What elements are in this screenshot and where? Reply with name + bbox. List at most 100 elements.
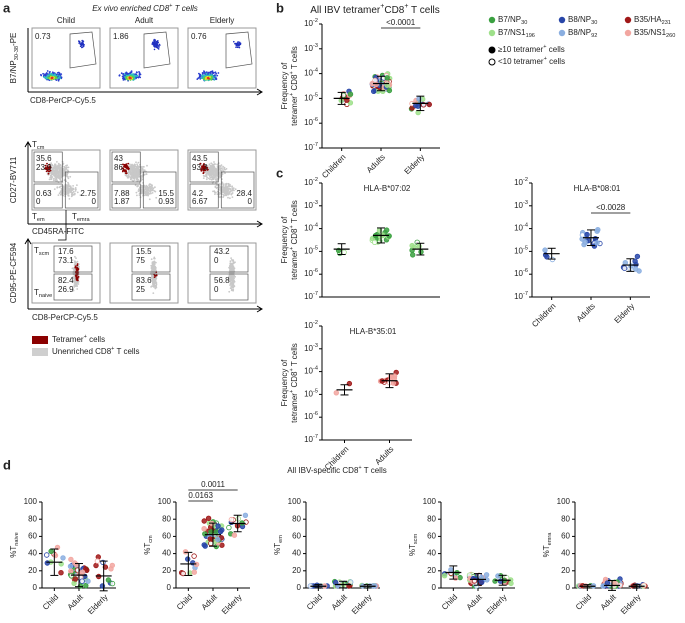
event-dot xyxy=(238,44,240,47)
plot-title: HLA-B*07:02 xyxy=(364,184,411,193)
gate-value: 73.1 xyxy=(58,256,74,265)
plot-title: HLA-B*08:01 xyxy=(574,184,621,193)
group-label: Child xyxy=(57,16,75,25)
event-dot xyxy=(81,39,83,42)
event-dot xyxy=(78,40,80,43)
gate-value: 35.6 xyxy=(36,154,52,163)
event-dot xyxy=(137,161,140,164)
event-dot xyxy=(54,171,57,174)
event-dot xyxy=(130,177,133,180)
group-label: Adult xyxy=(135,16,154,25)
event-dot xyxy=(227,182,230,185)
event-dot xyxy=(68,188,71,190)
event-dot xyxy=(62,189,64,192)
event-dot xyxy=(42,72,44,75)
x-tick-label: Elderly xyxy=(403,153,427,177)
sample-dot xyxy=(226,524,232,531)
axis-label: %Tcm xyxy=(143,535,154,555)
event-dot xyxy=(233,40,235,43)
event-dot xyxy=(227,196,229,199)
event-dot xyxy=(125,71,128,74)
gate-value: 0 xyxy=(214,256,219,265)
event-dot xyxy=(143,173,146,176)
text-part: T cells xyxy=(362,466,387,475)
sample-dot xyxy=(415,103,421,109)
sample-dot xyxy=(67,563,74,569)
event-dot xyxy=(148,186,151,188)
y-tick-label: 10-5 xyxy=(304,246,318,256)
event-dot xyxy=(76,288,79,290)
axis-label: CD27-BV711 xyxy=(9,156,18,203)
text-part: B35/HA xyxy=(634,15,662,24)
event-dot xyxy=(153,42,156,44)
event-dot xyxy=(63,186,66,189)
sample-dot xyxy=(48,548,54,554)
event-dot xyxy=(67,190,69,193)
y-tick-label: 10-6 xyxy=(514,269,528,279)
text-part: -2 xyxy=(313,320,318,326)
x-tick-label: Adults xyxy=(575,302,597,324)
text-part: B8/NP xyxy=(568,28,591,37)
sample-dot xyxy=(347,91,354,97)
y-tick-label: 80 xyxy=(162,514,171,523)
panel-letter: a xyxy=(3,0,11,15)
event-dot xyxy=(129,76,132,79)
sample-dot xyxy=(79,578,85,584)
event-dot xyxy=(211,164,214,167)
axis-label: %Tnaive xyxy=(9,532,20,557)
legend-dot xyxy=(558,29,566,37)
legend-dot xyxy=(624,29,632,37)
text-part: CD8 xyxy=(384,5,404,16)
event-dot xyxy=(149,183,152,186)
y-tick-label: 10-2 xyxy=(304,18,318,28)
panel-title: All IBV tetramer+CD8+ T cells xyxy=(310,3,440,15)
y-tick-label: 10-2 xyxy=(514,177,528,187)
event-dot xyxy=(135,71,138,74)
x-tick-label: Elderly xyxy=(613,302,637,326)
event-dot xyxy=(146,187,149,190)
legend-label: B8/NP92 xyxy=(568,28,597,39)
gate-value: 17.6 xyxy=(58,247,74,256)
y-tick-label: 10-7 xyxy=(514,291,528,301)
event-dot xyxy=(153,256,156,259)
sample-dot xyxy=(622,260,628,266)
event-dot xyxy=(46,162,48,165)
gate xyxy=(143,31,171,69)
gate xyxy=(225,31,253,69)
y-tick-label: 10-4 xyxy=(304,68,318,78)
event-dot xyxy=(123,164,126,167)
event-dot xyxy=(76,191,79,194)
event-dot xyxy=(147,192,150,195)
sample-dot xyxy=(202,543,208,549)
sample-dot xyxy=(448,567,454,573)
x-tick-label: Adults xyxy=(373,445,395,467)
event-dot xyxy=(158,43,161,46)
x-tick-label: Child xyxy=(305,593,324,612)
text-part: -3 xyxy=(313,43,318,49)
event-dot xyxy=(124,76,126,78)
sample-dot xyxy=(390,380,396,386)
event-dot xyxy=(144,186,147,189)
event-dot xyxy=(77,283,80,285)
x-tick-label: Children xyxy=(320,153,347,180)
panel-letter: d xyxy=(3,457,11,472)
event-dot xyxy=(76,260,79,263)
event-dot xyxy=(146,164,148,167)
y-tick-label: 10-3 xyxy=(304,43,318,53)
event-dot xyxy=(231,186,234,188)
sample-dot xyxy=(595,226,601,233)
text-part: em xyxy=(37,217,45,223)
event-dot xyxy=(202,72,204,75)
sample-dot xyxy=(582,239,588,245)
sample-dot xyxy=(391,375,398,381)
y-tick-label: 20 xyxy=(427,566,436,575)
event-dot xyxy=(215,72,218,75)
event-dot xyxy=(46,165,49,168)
sample-dot xyxy=(495,573,501,579)
event-dot xyxy=(233,285,236,288)
event-dot xyxy=(235,44,238,46)
legend-swatch xyxy=(32,348,48,356)
event-dot xyxy=(122,79,125,81)
x-tick-label: Children xyxy=(530,302,557,329)
event-dot xyxy=(129,172,131,174)
